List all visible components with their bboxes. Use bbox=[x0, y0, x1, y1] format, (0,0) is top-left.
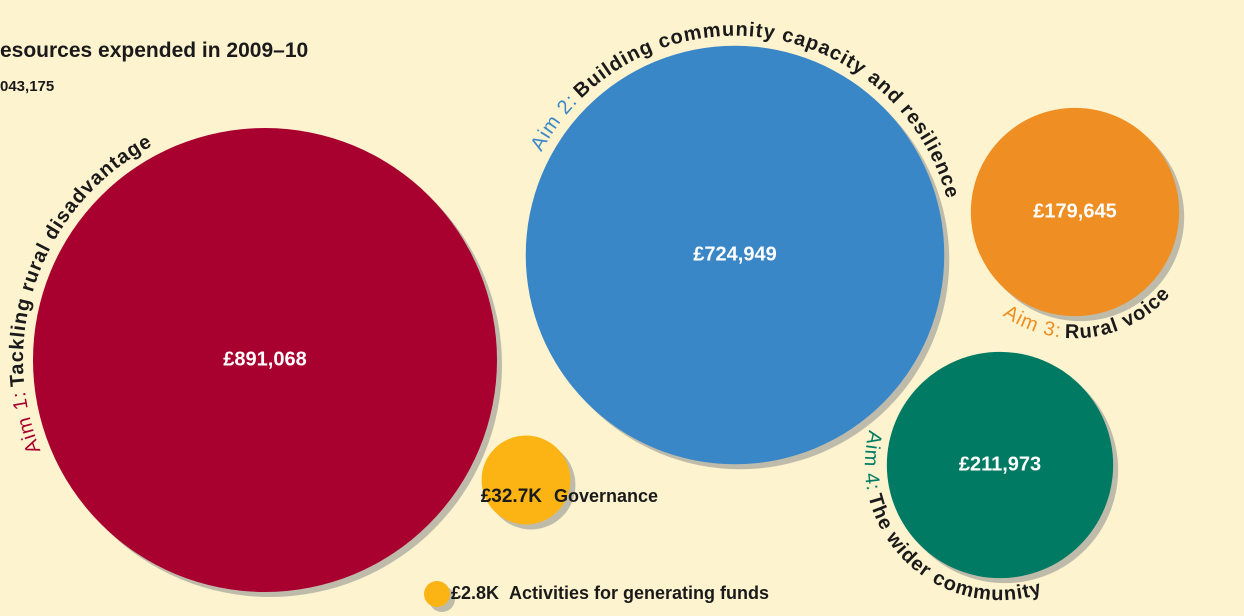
value-label: £724,949 bbox=[693, 243, 776, 265]
value-label: £32.7K bbox=[481, 486, 543, 507]
value-label: £211,973 bbox=[959, 453, 1041, 475]
aim-prefix: Aim 4: bbox=[860, 429, 886, 493]
category-label: Governance bbox=[554, 486, 658, 506]
bubble bbox=[525, 45, 945, 465]
value-label: £2.8K bbox=[451, 583, 499, 603]
chart-title: esources expended in 2009–10 bbox=[0, 39, 308, 62]
value-label: £891,068 bbox=[223, 348, 306, 370]
bubble bbox=[970, 107, 1180, 317]
bubble bbox=[33, 128, 497, 592]
bubble bbox=[886, 351, 1114, 579]
bubble bbox=[423, 580, 451, 608]
value-label: £179,645 bbox=[1033, 200, 1116, 222]
category-label: Activities for generating funds bbox=[509, 583, 769, 603]
bubble bbox=[481, 435, 571, 525]
chart-subtitle: 043,175 bbox=[0, 78, 54, 95]
